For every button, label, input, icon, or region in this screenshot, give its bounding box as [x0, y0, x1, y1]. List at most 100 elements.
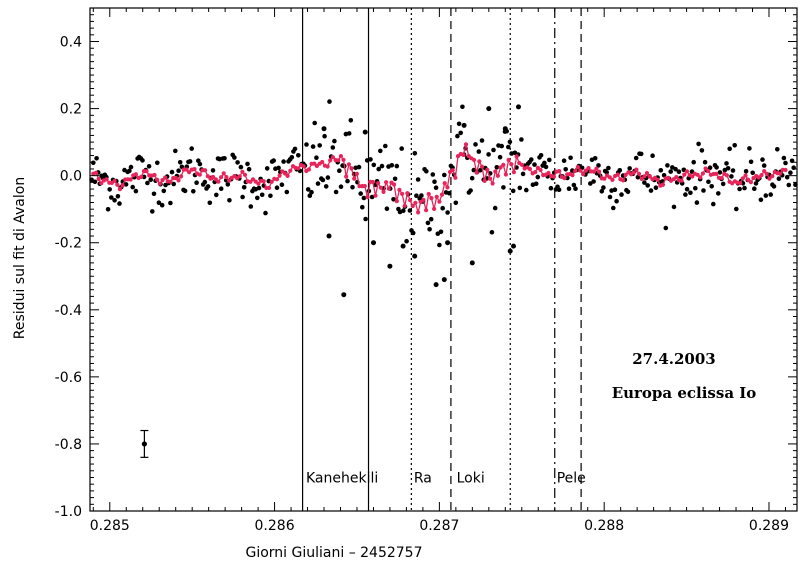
raw-point	[491, 147, 496, 153]
raw-point	[601, 185, 606, 190]
smoothed-point	[684, 169, 690, 174]
smoothed-point	[759, 173, 764, 178]
raw-point	[699, 148, 705, 153]
smoothed-point	[445, 185, 450, 190]
raw-point	[788, 170, 793, 175]
smoothed-point	[429, 196, 434, 201]
smoothed-point	[639, 176, 644, 181]
smoothed-point	[117, 187, 122, 192]
smoothed-point	[432, 206, 437, 211]
smoothed-point	[690, 174, 695, 179]
raw-point	[320, 177, 326, 183]
raw-point	[332, 138, 337, 144]
raw-point	[346, 131, 352, 136]
smoothed-point	[501, 162, 506, 167]
raw-point	[376, 166, 382, 172]
raw-point	[684, 186, 690, 192]
raw-point	[169, 169, 175, 175]
raw-point	[566, 186, 572, 191]
smoothed-point	[421, 197, 426, 202]
y-tick-label: -0.4	[55, 303, 82, 319]
raw-point	[532, 162, 537, 167]
x-tick-label: 0.285	[90, 518, 130, 534]
raw-point	[281, 159, 286, 164]
smoothed-point	[288, 168, 293, 173]
smoothed-point	[471, 157, 477, 162]
smoothed-point	[583, 168, 588, 173]
raw-point	[222, 156, 227, 161]
smoothed-point	[594, 166, 599, 171]
raw-point	[494, 165, 500, 170]
raw-point	[478, 167, 483, 173]
raw-point	[599, 189, 605, 194]
smoothed-point	[493, 169, 498, 174]
raw-point	[325, 175, 331, 180]
smoothed-point	[320, 159, 325, 165]
smoothed-point	[762, 169, 767, 174]
outlier-point	[412, 253, 418, 259]
smoothed-point	[176, 178, 181, 183]
raw-point	[473, 142, 478, 147]
smoothed-point	[666, 175, 671, 180]
outlier-point	[507, 248, 513, 254]
smoothed-point	[346, 162, 351, 167]
smoothed-point	[362, 183, 367, 189]
smoothed-point	[410, 203, 415, 209]
smoothed-point	[248, 179, 253, 184]
raw-point	[668, 169, 673, 174]
smoothed-point	[479, 164, 485, 169]
raw-point	[254, 195, 260, 201]
raw-point	[635, 174, 641, 180]
smoothed-point	[546, 170, 551, 176]
raw-point	[617, 168, 623, 173]
outlier-point	[461, 122, 467, 128]
smoothed-point	[336, 158, 341, 163]
smoothed-point	[120, 183, 125, 188]
raw-point	[763, 193, 769, 198]
smoothed-point	[573, 168, 578, 174]
raw-point	[133, 188, 139, 194]
smoothed-point	[511, 170, 516, 175]
smoothed-point	[306, 167, 311, 172]
smoothed-point	[184, 167, 189, 172]
event-annotation: Europa eclissa Io	[612, 384, 757, 402]
smoothed-point	[392, 182, 397, 187]
raw-point	[314, 155, 319, 160]
smoothed-point	[416, 210, 421, 215]
raw-point	[771, 184, 777, 189]
raw-point	[611, 205, 616, 211]
raw-point	[289, 155, 295, 160]
raw-point	[404, 238, 409, 244]
raw-point	[279, 182, 285, 187]
y-tick-label: -0.2	[55, 236, 82, 252]
raw-point	[573, 186, 578, 191]
x-tick-label: 0.286	[255, 518, 295, 534]
raw-point	[276, 165, 281, 171]
x-tick-label: 0.288	[584, 518, 624, 534]
raw-point	[207, 200, 213, 206]
raw-point	[182, 188, 188, 194]
raw-point	[445, 210, 450, 215]
raw-point	[775, 147, 780, 152]
smoothed-point	[216, 179, 221, 184]
raw-point	[519, 137, 524, 142]
raw-point	[424, 169, 429, 174]
smoothed-point	[330, 155, 335, 160]
raw-point	[330, 145, 336, 150]
raw-point	[663, 225, 669, 231]
raw-point	[155, 160, 160, 166]
raw-point	[440, 205, 446, 211]
raw-point	[517, 185, 523, 191]
raw-point	[322, 133, 327, 139]
smoothed-point	[538, 167, 543, 173]
raw-point	[437, 242, 442, 248]
smoothed-point	[636, 171, 642, 176]
raw-point	[633, 155, 639, 161]
raw-point	[535, 174, 541, 180]
raw-point	[591, 179, 596, 184]
raw-point	[497, 154, 503, 160]
smoothed-point	[269, 179, 274, 184]
raw-point	[363, 216, 368, 222]
y-tick-label: 0.4	[60, 35, 82, 51]
raw-point	[140, 158, 145, 163]
